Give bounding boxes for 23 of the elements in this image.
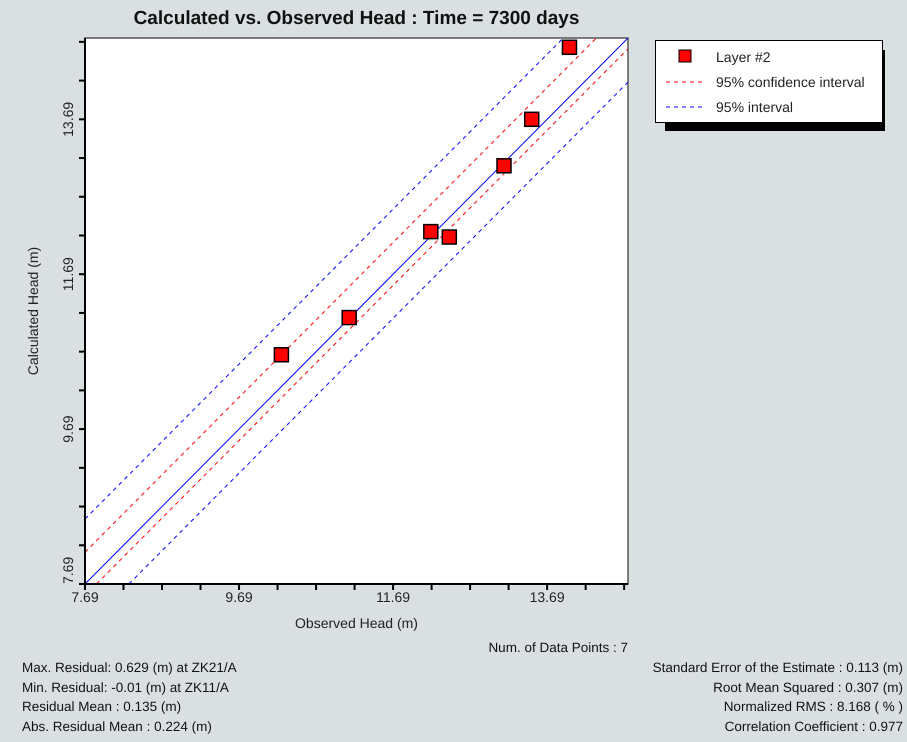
- text: Correlation Coefficient : 0.977: [724, 718, 903, 736]
- x-tick-label: 13.69: [530, 588, 565, 605]
- text: Num. of Data Points : 7: [487, 640, 628, 655]
- y-tick-label: 9.69: [60, 415, 76, 443]
- y-axis-title: Calculated Head (m): [24, 246, 41, 376]
- legend-label: 95% confidence interval: [716, 74, 865, 90]
- legend-label: 95% interval: [716, 98, 794, 114]
- y-tick-label: 7.69: [60, 556, 76, 584]
- x-axis-title: Observed Head (m): [295, 615, 418, 631]
- chart-title: Calculated vs. Observed Head : Time = 7300 days: [132, 8, 580, 30]
- text: Min. Residual: -0.01 (m) at ZK11/A: [22, 678, 230, 697]
- y-tick-label: 11.69: [60, 257, 76, 292]
- x-tick-label: 11.69: [376, 588, 410, 605]
- x-tick-label: 9.69: [225, 588, 253, 605]
- text: Root Mean Squared : 0.307 (m): [712, 678, 903, 697]
- text: Normalized RMS : 8.168 ( % ): [722, 698, 903, 716]
- text: Abs. Residual Mean : 0.224 (m): [22, 718, 213, 736]
- y-tick-label: 13.69: [60, 102, 76, 137]
- text: Standard Error of the Estimate : 0.113 (m): [652, 659, 903, 677]
- legend-label: Layer #2: [716, 48, 770, 64]
- text: Max. Residual: 0.629 (m) at ZK21/A: [22, 659, 237, 677]
- text: Residual Mean : 0.135 (m): [22, 698, 182, 716]
- x-tick-label: 7.69: [71, 588, 99, 605]
